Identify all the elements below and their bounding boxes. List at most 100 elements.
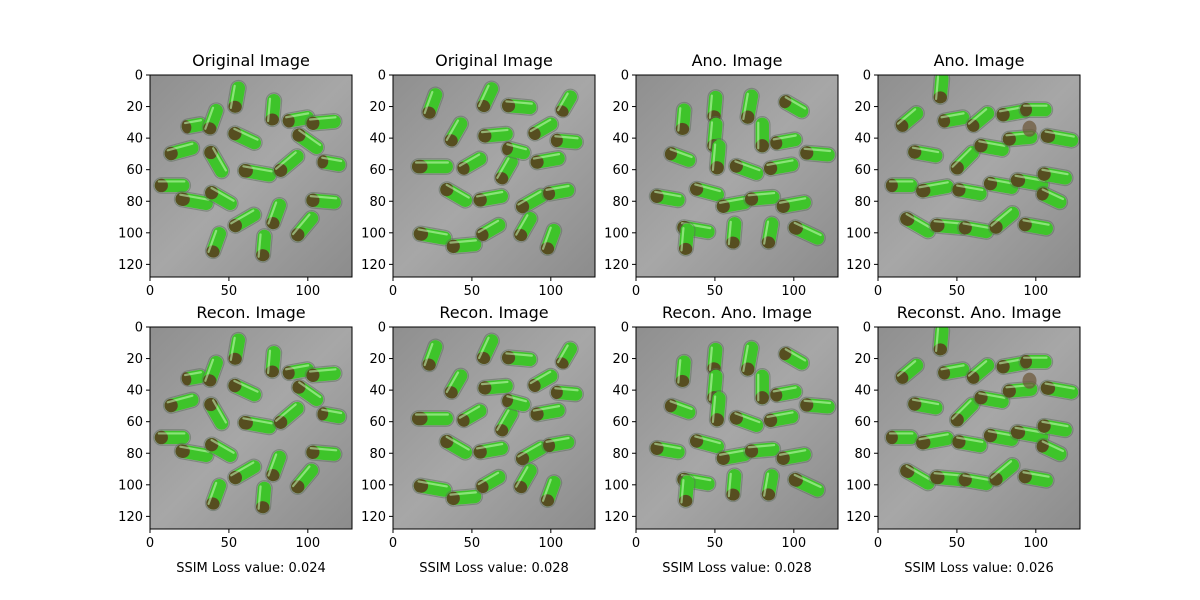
capsule <box>753 116 771 154</box>
x-tick-label: 50 <box>949 284 966 299</box>
capsule <box>677 473 696 509</box>
capsule <box>226 331 247 367</box>
y-tick-label: 20 <box>854 352 871 367</box>
y-tick-label: 20 <box>612 100 629 115</box>
x-tick-label: 50 <box>464 284 481 299</box>
capsule <box>936 361 971 382</box>
y-tick-label: 120 <box>604 510 629 525</box>
capsule <box>263 92 283 128</box>
y-tick-label: 40 <box>126 384 143 399</box>
panel-recon-anomaly-2: Reconst. Ano. Image 0 50 100 0 20 40 60 80 100 12… <box>846 303 1081 576</box>
capsule <box>445 488 483 507</box>
capsule <box>950 433 989 454</box>
capsule <box>1039 127 1080 149</box>
capsule <box>1018 353 1054 371</box>
capsule <box>724 215 743 251</box>
capsule <box>421 338 444 373</box>
capsule <box>474 468 508 495</box>
image-axes: 0 50 100 0 20 40 60 80 100 120 <box>846 321 1081 551</box>
capsule <box>549 132 584 151</box>
capsule <box>894 357 925 386</box>
capsule <box>493 405 520 438</box>
capsule <box>775 194 813 215</box>
x-tick-label: 50 <box>707 536 724 551</box>
capsule <box>412 225 453 247</box>
capsule <box>677 221 696 257</box>
y-tick-label: 80 <box>369 447 386 462</box>
capsule <box>743 188 782 208</box>
capsule <box>777 93 810 120</box>
capsule <box>539 222 563 256</box>
capsule <box>708 390 728 428</box>
capsule <box>281 109 316 130</box>
capsule-group <box>884 327 1080 492</box>
capsule <box>412 477 453 499</box>
axes-frame <box>149 74 353 278</box>
capsule <box>476 125 515 145</box>
y-tick-label: 120 <box>118 258 143 273</box>
capsule-group <box>648 87 837 257</box>
y-tick-label: 40 <box>612 132 629 147</box>
y-tick-label: 60 <box>854 415 871 430</box>
capsule <box>674 101 693 137</box>
capsule <box>254 228 273 263</box>
capsule <box>760 467 781 503</box>
capsule <box>932 75 951 105</box>
y-tick-label: 20 <box>612 352 629 367</box>
capsule <box>950 181 989 202</box>
capsule <box>445 236 483 255</box>
capsule <box>663 397 698 421</box>
x-tick-label: 0 <box>146 284 154 299</box>
capsule <box>500 349 539 368</box>
capsule <box>739 87 760 126</box>
image-axes: 0 50 100 0 20 40 60 80 100 120 <box>118 321 353 551</box>
capsule <box>201 102 225 137</box>
capsule <box>410 158 455 175</box>
capsule <box>236 414 278 436</box>
capsule <box>743 440 782 460</box>
x-tick-label: 50 <box>949 536 966 551</box>
capsule <box>153 429 192 446</box>
ssim-loss-label: SSIM Loss value: 0.026 <box>904 561 1054 576</box>
capsule <box>972 389 1011 410</box>
capsule <box>173 442 215 464</box>
y-tick-label: 120 <box>846 510 871 525</box>
capsule <box>162 391 201 414</box>
panel-title: Ano. Image <box>691 51 783 70</box>
capsule <box>1035 185 1069 211</box>
capsule <box>965 357 996 386</box>
x-tick-label: 50 <box>464 536 481 551</box>
y-tick-label: 20 <box>854 100 871 115</box>
capsule <box>724 467 743 503</box>
capsule <box>272 400 306 431</box>
y-tick-label: 80 <box>126 447 143 462</box>
y-tick-label: 60 <box>369 415 386 430</box>
y-tick-label: 0 <box>863 69 871 84</box>
y-tick-label: 80 <box>369 195 386 210</box>
capsule <box>204 477 228 512</box>
capsule <box>289 210 320 243</box>
panel-title: Original Image <box>192 51 310 70</box>
capsule <box>512 462 539 495</box>
y-tick-label: 40 <box>854 132 871 147</box>
capsule <box>526 115 560 142</box>
capsule <box>528 402 567 423</box>
capsule <box>798 396 837 416</box>
capsule <box>203 436 239 464</box>
x-tick-label: 100 <box>781 284 806 299</box>
x-tick-label: 100 <box>1023 536 1048 551</box>
capsule <box>227 206 263 234</box>
y-tick-label: 0 <box>135 69 143 84</box>
capsule <box>227 458 263 486</box>
capsule <box>528 150 567 171</box>
capsule <box>201 354 225 389</box>
capsule <box>281 361 316 382</box>
capsule <box>688 432 726 455</box>
axes-frame <box>877 326 1081 530</box>
capsule <box>728 157 765 182</box>
y-tick-label: 20 <box>126 100 143 115</box>
capsule <box>1035 437 1069 463</box>
capsule <box>708 138 728 176</box>
ssim-loss-label: SSIM Loss value: 0.028 <box>419 561 569 576</box>
